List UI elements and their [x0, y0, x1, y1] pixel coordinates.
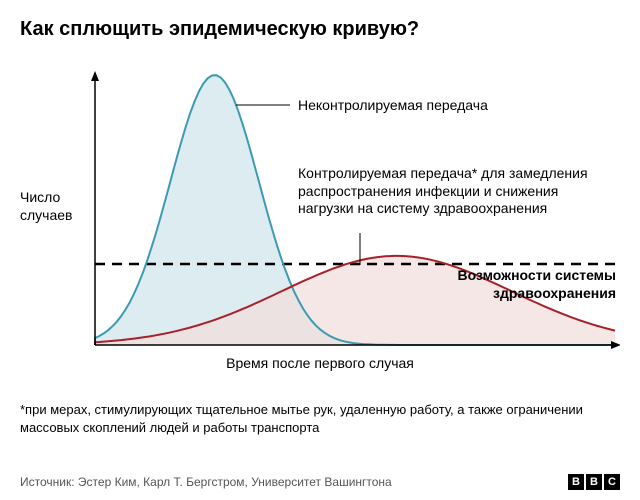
bbc-logo: B B C [568, 474, 620, 490]
source-prefix: Источник: [20, 475, 78, 489]
capacity-label: Возможности системы здравоохранения [386, 267, 616, 302]
annotation-controlled: Контролируемая передача* для замедления … [298, 165, 614, 218]
annotation-uncontrolled: Неконтролируемая передача [298, 97, 558, 115]
y-axis-label: Число случаев [20, 189, 80, 224]
y-axis-arrow [91, 71, 99, 81]
source-line: Источник: Эстер Ким, Карл Т. Бергстром, … [20, 475, 392, 489]
chart-title: Как сплющить эпидемическую кривую? [20, 18, 620, 41]
bottom-row: Источник: Эстер Ким, Карл Т. Бергстром, … [20, 474, 620, 490]
x-axis-label: Время после первого случая [20, 355, 620, 373]
source-text: Эстер Ким, Карл Т. Бергстром, Университе… [78, 475, 392, 489]
chart-area: Число случаев Время после первого случая… [20, 55, 620, 365]
x-axis-arrow [611, 341, 620, 349]
bbc-b2: B [586, 474, 602, 490]
bbc-b1: B [568, 474, 584, 490]
bbc-c: C [604, 474, 620, 490]
footnote: *при мерах, стимулирующих тщательное мыт… [20, 401, 620, 436]
